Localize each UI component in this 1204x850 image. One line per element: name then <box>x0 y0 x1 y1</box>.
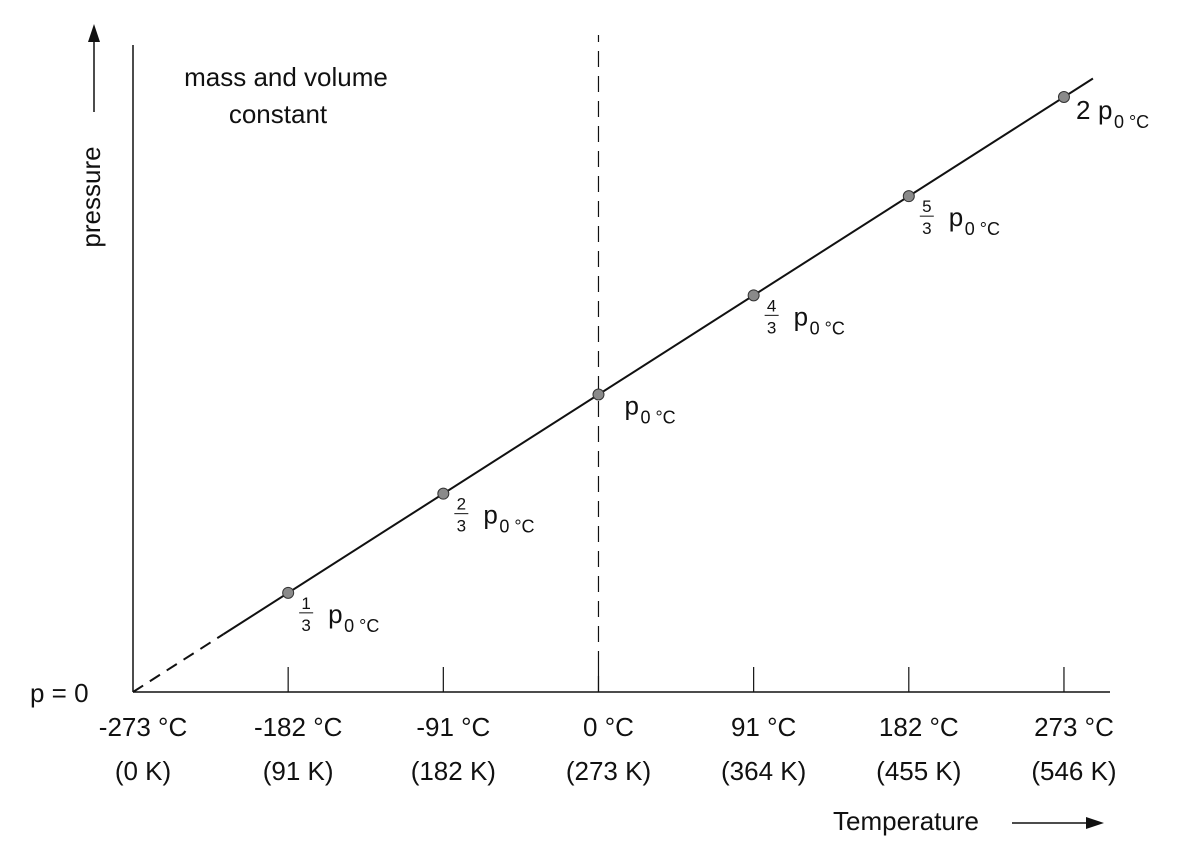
series-line <box>222 77 1094 636</box>
annotation-line-2: constant <box>229 99 328 129</box>
label-fraction-denominator: 3 <box>922 219 931 238</box>
label-subscript: 0 °C <box>965 219 1000 239</box>
label-symbol: p <box>624 391 638 421</box>
label-subscript: 0 °C <box>640 408 675 428</box>
x-tick-label-kelvin: (546 K) <box>1031 756 1116 786</box>
label-symbol: p <box>794 301 808 331</box>
label-fraction-numerator: 2 <box>457 495 466 514</box>
label-fraction-denominator: 3 <box>301 616 310 635</box>
label-fraction-denominator: 3 <box>457 517 466 536</box>
x-tick-label-kelvin: (182 K) <box>411 756 496 786</box>
label-subscript: 0 °C <box>344 616 379 636</box>
label-fraction-numerator: 5 <box>922 197 931 216</box>
x-tick-label-celsius: 273 °C <box>1034 712 1114 742</box>
axes <box>132 45 1110 693</box>
y-axis-arrow-head <box>88 24 100 42</box>
data-point <box>902 190 915 203</box>
y-axis-label: pressure <box>76 146 106 247</box>
data-point <box>1057 91 1070 103</box>
x-tick-labels: -273 °C (0 K) -182 °C (91 K) -91 °C (182 K) 0 … <box>99 712 1117 786</box>
x-tick-label-celsius: -273 °C <box>99 712 187 742</box>
series-lines <box>132 77 1094 693</box>
label-subscript: 0 °C <box>1114 112 1149 132</box>
y-origin-label: p = 0 <box>30 678 89 708</box>
label-symbol: p <box>328 599 342 629</box>
x-tick-label-celsius: 91 °C <box>731 712 796 742</box>
x-tick-label-celsius: 182 °C <box>879 712 959 742</box>
label-coefficient: 2 <box>1076 95 1090 125</box>
data-point <box>747 289 760 302</box>
label-fraction-numerator: 1 <box>301 594 310 613</box>
label-subscript: 0 °C <box>499 517 534 537</box>
data-point <box>437 487 450 500</box>
x-axis-label: Temperature <box>833 806 979 836</box>
axis-labels: p = 0 pressure Temperature mass and volume c… <box>30 24 1104 836</box>
x-tick-label-celsius: -91 °C <box>416 712 490 742</box>
data-points: 13 p 0 °C23 p 0 °Cp 0 °C43 p 0 °C53 p 0 °C2 p 0 °C <box>282 91 1149 636</box>
label-symbol: p <box>949 202 963 232</box>
label-subscript: 0 °C <box>810 318 845 338</box>
data-point-label: 5 3 p 0 °C <box>919 197 1000 239</box>
x-tick-label-celsius: 0 °C <box>583 712 634 742</box>
x-axis-arrow-head <box>1086 817 1104 829</box>
data-point <box>592 388 605 401</box>
data-point-label: 2 3 p 0 °C <box>454 495 535 537</box>
data-point-label: 1 3 p 0 °C <box>299 594 379 636</box>
x-tick-label-kelvin: (273 K) <box>566 756 651 786</box>
label-symbol: p <box>1098 95 1112 125</box>
data-point-label: 4 3 p 0 °C <box>764 296 845 338</box>
label-symbol: p <box>483 500 497 530</box>
label-fraction-denominator: 3 <box>767 318 776 337</box>
x-tick-label-kelvin: (455 K) <box>876 756 961 786</box>
data-point <box>282 586 295 599</box>
annotation-line-1: mass and volume <box>184 62 388 92</box>
x-tick-label-celsius: -182 °C <box>254 712 342 742</box>
x-tick-label-kelvin: (0 K) <box>115 756 171 786</box>
label-fraction-numerator: 4 <box>767 296 776 315</box>
x-tick-label-kelvin: (364 K) <box>721 756 806 786</box>
extrapolated-line-segment <box>132 633 224 693</box>
x-tick-label-kelvin: (91 K) <box>263 756 334 786</box>
